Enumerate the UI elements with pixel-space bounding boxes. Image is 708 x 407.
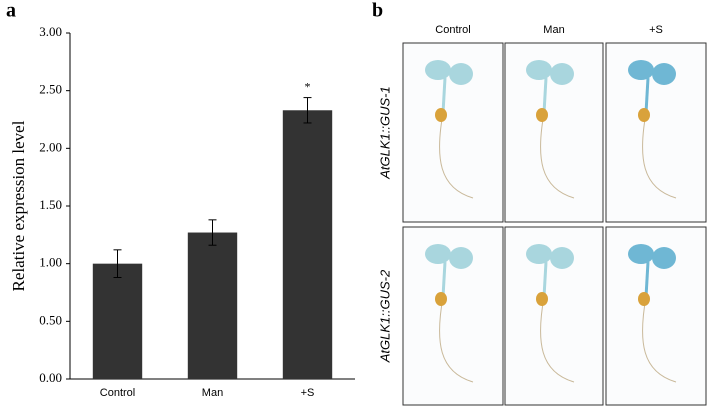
seed — [536, 292, 548, 306]
cotyledon — [628, 244, 654, 264]
cotyledon — [526, 244, 552, 264]
hypocotyl — [644, 77, 650, 114]
y-tick-label: 0.50 — [39, 312, 62, 327]
cotyledon — [652, 247, 676, 269]
column-label: Control — [435, 24, 470, 36]
error-bar — [208, 219, 217, 246]
y-tick-label: 1.50 — [39, 197, 62, 212]
seed — [638, 108, 650, 122]
bar — [187, 232, 238, 379]
cotyledon — [425, 244, 451, 264]
root — [539, 296, 575, 383]
seedling-image — [402, 42, 504, 223]
hypocotyl — [542, 261, 548, 298]
seedling-image — [402, 226, 504, 406]
seed — [638, 292, 650, 306]
cotyledon — [550, 247, 574, 269]
root — [438, 112, 474, 199]
panel-label: a — [6, 0, 16, 22]
seedling-image — [605, 42, 707, 223]
error-bar — [303, 97, 312, 124]
seed — [536, 108, 548, 122]
cotyledon — [449, 247, 473, 269]
x-tick-label: Man — [202, 387, 223, 399]
y-tick-label: 1.00 — [39, 255, 62, 270]
y-tick-label: 3.00 — [39, 24, 62, 39]
cotyledon — [425, 60, 451, 80]
x-tick-label: +S — [301, 387, 315, 399]
bar — [92, 263, 143, 379]
seed — [435, 292, 447, 306]
row-label: AtGLK1::GUS-2 — [377, 269, 392, 363]
hypocotyl — [441, 261, 447, 298]
cotyledon — [652, 63, 676, 85]
root — [641, 112, 677, 199]
seedling-image — [504, 42, 604, 223]
column-label: +S — [649, 24, 663, 36]
y-tick-label: 2.50 — [39, 82, 62, 97]
error-bar — [113, 249, 122, 279]
hypocotyl — [441, 77, 447, 114]
seed — [435, 108, 447, 122]
cotyledon — [526, 60, 552, 80]
y-axis-label: Relative expression level — [9, 120, 28, 291]
hypocotyl — [644, 261, 650, 298]
seedling-image — [605, 226, 707, 406]
seedling-image — [504, 226, 604, 406]
y-tick-label: 2.00 — [39, 139, 62, 154]
y-tick-label: 0.00 — [39, 370, 62, 385]
column-label: Man — [543, 24, 564, 36]
panel-label: b — [372, 0, 383, 22]
root — [438, 296, 474, 383]
bar — [282, 110, 333, 380]
annotation: * — [305, 79, 311, 93]
row-label: AtGLK1::GUS-1 — [377, 86, 392, 179]
cotyledon — [550, 63, 574, 85]
cotyledon — [449, 63, 473, 85]
x-tick-label: Control — [100, 387, 135, 399]
cotyledon — [628, 60, 654, 80]
root — [539, 112, 575, 199]
hypocotyl — [542, 77, 548, 114]
root — [641, 296, 677, 383]
